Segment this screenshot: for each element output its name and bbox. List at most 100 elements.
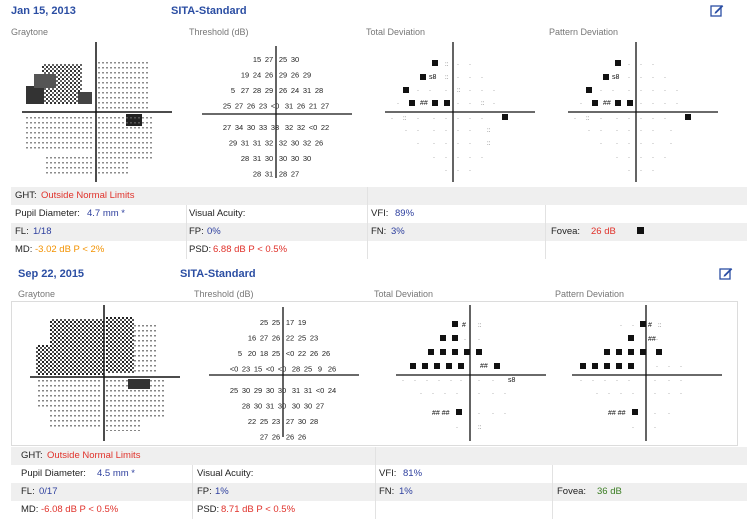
svg-text:## ##: ## ## xyxy=(608,410,626,417)
svg-text:·: · xyxy=(652,168,654,174)
threshold-value: 30 xyxy=(292,402,300,411)
svg-text:·: · xyxy=(652,155,654,161)
threshold-value: 26 xyxy=(297,102,305,111)
threshold-value: 17 xyxy=(286,318,294,327)
fn-value: 3% xyxy=(391,226,405,237)
svg-text:·: · xyxy=(469,75,471,81)
svg-text:·: · xyxy=(469,62,471,68)
svg-text:·: · xyxy=(445,88,447,94)
threshold-value: 31 xyxy=(292,386,300,395)
exam-record-2015: Sep 22, 2015 SITA-Standard Graytone Thre… xyxy=(0,264,748,529)
threshold-value: 23 xyxy=(272,417,280,426)
threshold-value: 27 xyxy=(265,55,273,64)
svg-text:·: · xyxy=(600,88,602,94)
psd-value: 8.71 dB P < 0.5% xyxy=(221,504,296,515)
exam-date[interactable]: Jan 15, 2013 xyxy=(11,5,76,17)
svg-text:·: · xyxy=(588,128,590,134)
threshold-value: <0 xyxy=(230,365,239,374)
svg-text:::: :: xyxy=(586,116,590,122)
svg-text:##: ## xyxy=(480,363,488,370)
threshold-value: 28 xyxy=(292,365,300,374)
edit-icon[interactable] xyxy=(710,3,724,17)
threshold-value: 25 xyxy=(272,318,280,327)
svg-text:·: · xyxy=(664,88,666,94)
svg-text:·: · xyxy=(600,141,602,147)
threshold-value: 30 xyxy=(291,55,299,64)
pattern-deviation-title: Pattern Deviation xyxy=(555,289,625,299)
threshold-value: 30 xyxy=(247,123,255,132)
pattern-deviation-plot: s8## · · · · · · · · · · · · · · · · · · · · ·:: · · · · · · ·… xyxy=(568,42,718,182)
threshold-value: <0 xyxy=(271,102,280,111)
svg-text:·: · xyxy=(444,391,446,397)
svg-text:·: · xyxy=(620,323,622,329)
graytone-title: Graytone xyxy=(11,27,49,37)
edit-icon[interactable] xyxy=(719,266,733,280)
svg-text:·: · xyxy=(632,391,634,397)
total-deviation-title: Total Deviation xyxy=(366,27,426,37)
svg-text:##: ## xyxy=(420,100,428,107)
svg-text:·: · xyxy=(620,391,622,397)
svg-text:·: · xyxy=(680,378,682,384)
pupil-row: Pupil Diameter: 4.7 mm * Visual Acuity: … xyxy=(11,205,747,223)
threshold-value: 31 xyxy=(303,86,311,95)
svg-text:##: ## xyxy=(603,100,611,107)
svg-text:·: · xyxy=(433,75,435,81)
svg-text:·: · xyxy=(457,168,459,174)
svg-text:·: · xyxy=(654,391,656,397)
threshold-value: 5 xyxy=(231,86,235,95)
svg-text:·: · xyxy=(616,116,618,122)
threshold-value: 31 xyxy=(266,402,274,411)
graytone-plot xyxy=(30,305,180,441)
svg-text:·: · xyxy=(664,101,666,107)
svg-text:·: · xyxy=(628,75,630,81)
threshold-value: 28 xyxy=(279,170,287,179)
svg-text:·: · xyxy=(616,155,618,161)
threshold-value: 31 xyxy=(241,139,249,148)
svg-text:·: · xyxy=(433,141,435,147)
threshold-value: 29 xyxy=(254,386,262,395)
threshold-value: 28 xyxy=(310,417,318,426)
svg-text:·: · xyxy=(668,378,670,384)
threshold-value: 30 xyxy=(303,154,311,163)
svg-text:·: · xyxy=(632,323,634,329)
svg-text:·: · xyxy=(652,101,654,107)
svg-text:::: :: xyxy=(481,101,485,107)
pattern-deviation-plot: ##### ## · ·::· · · · · · · · · · · · · · · · · · · · · ·… xyxy=(572,305,722,441)
svg-text:·: · xyxy=(457,155,459,161)
svg-text:·: · xyxy=(457,116,459,122)
svg-text:·: · xyxy=(469,141,471,147)
svg-text:·: · xyxy=(574,116,576,122)
svg-text:·: · xyxy=(478,411,480,417)
fovea-label: Fovea: xyxy=(551,226,581,237)
threshold-value: 23 xyxy=(259,102,267,111)
threshold-value: 24 xyxy=(328,386,336,395)
threshold-value: 33 xyxy=(271,123,279,132)
threshold-value: 33 xyxy=(259,123,267,132)
ght-value: Outside Normal Limits xyxy=(47,450,141,461)
svg-text:·: · xyxy=(654,411,656,417)
svg-text:·: · xyxy=(456,391,458,397)
threshold-value: 22 xyxy=(298,349,306,358)
svg-text:·: · xyxy=(640,75,642,81)
svg-text:·: · xyxy=(668,391,670,397)
svg-text:·: · xyxy=(469,168,471,174)
svg-text:·: · xyxy=(504,391,506,397)
psd-label: PSD: xyxy=(197,504,220,515)
svg-text:·: · xyxy=(640,155,642,161)
threshold-value: 26 xyxy=(272,433,280,442)
svg-text:·: · xyxy=(460,378,462,384)
exam-date[interactable]: Sep 22, 2015 xyxy=(18,268,85,280)
svg-text:·: · xyxy=(632,425,634,431)
svg-text:·: · xyxy=(680,391,682,397)
svg-text:·: · xyxy=(656,337,658,343)
threshold-value: 25 xyxy=(298,334,306,343)
threshold-value: 26 xyxy=(286,433,294,442)
threshold-value: 29 xyxy=(279,71,287,80)
svg-text:·: · xyxy=(469,128,471,134)
svg-text:·: · xyxy=(652,116,654,122)
threshold-value: 5 xyxy=(238,349,242,358)
fl-label: FL: xyxy=(21,486,35,497)
vfi-value: 89% xyxy=(395,208,415,219)
threshold-value: 32 xyxy=(279,139,287,148)
threshold-value: 26 xyxy=(291,71,299,80)
